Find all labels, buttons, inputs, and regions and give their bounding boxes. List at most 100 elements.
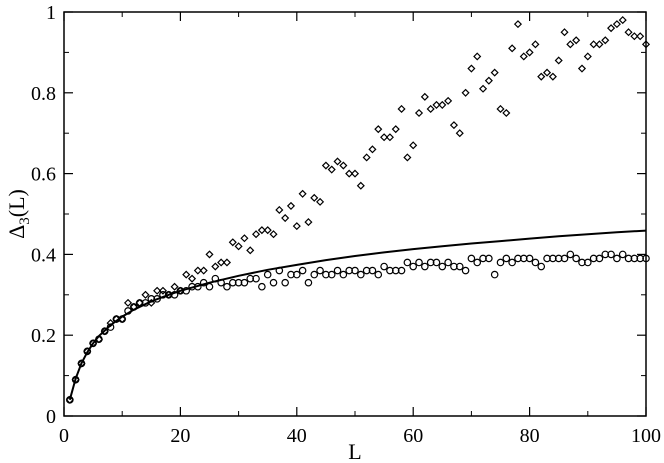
diamond-point: [199, 266, 208, 275]
circle-point: [508, 258, 516, 267]
x-tick-label: 20: [170, 425, 190, 447]
circle-point: [205, 282, 214, 291]
labels-layer: 0 20 40 60 80 100 0 0.2 0.4 0.6 0.8 1: [31, 2, 661, 447]
circle-point: [415, 258, 423, 267]
diamond-point: [531, 40, 540, 49]
diamond-point: [269, 230, 278, 239]
diamond-point: [240, 234, 249, 243]
circle-point: [438, 262, 447, 271]
diamond-point: [222, 258, 232, 267]
diamond-point: [449, 121, 458, 130]
diamond-point: [502, 108, 511, 118]
circle-point: [537, 262, 546, 271]
diamond-point: [577, 64, 587, 73]
circle-point: [240, 278, 249, 287]
circle-point: [304, 278, 313, 287]
diamond-point: [380, 133, 389, 142]
circle-point: [485, 254, 493, 263]
diamond-point: [444, 96, 453, 105]
circle-point: [368, 266, 377, 275]
diamond-point: [583, 52, 592, 61]
circle-point: [403, 258, 412, 267]
x-tick-label: 100: [631, 425, 661, 447]
circle-point: [351, 266, 359, 275]
circle-point: [473, 258, 482, 267]
diamond-point: [333, 157, 342, 166]
diamond-point: [316, 197, 325, 206]
diamond-point: [490, 68, 499, 77]
diamond-point: [257, 226, 266, 235]
diamond-point: [612, 20, 621, 29]
circle-point: [572, 254, 580, 263]
diamond-point: [473, 52, 482, 61]
diamond-point: [187, 274, 197, 283]
diamond-point: [601, 36, 610, 45]
circle-point: [595, 254, 604, 263]
y-tick-label: 0.8: [31, 83, 56, 105]
circle-point: [357, 270, 365, 279]
diamond-point: [624, 28, 633, 37]
circle-point: [263, 270, 272, 279]
diamond-point: [327, 165, 336, 174]
diamond-point: [339, 161, 348, 170]
diamond-point: [385, 133, 394, 142]
diamond-point: [170, 282, 179, 291]
diamond-point: [310, 193, 319, 202]
diamond-point: [374, 125, 383, 134]
diamond-point: [420, 92, 429, 101]
circle-point: [583, 258, 592, 267]
diamond-point: [158, 286, 167, 295]
circle-point: [421, 262, 429, 271]
diamond-point: [304, 218, 313, 227]
diamond-point: [595, 40, 604, 49]
diamond-point: [467, 64, 476, 73]
diamond-point: [589, 40, 598, 49]
circle-point: [298, 266, 307, 275]
diamond-point: [566, 40, 575, 49]
diamond-point: [409, 141, 418, 150]
diamond-point: [356, 181, 365, 190]
diamond-point: [292, 222, 301, 231]
circle-point: [281, 278, 289, 287]
circle-point: [432, 258, 441, 267]
diamond-point: [513, 20, 523, 29]
x-tick-label: 40: [287, 425, 307, 447]
diamond-point: [543, 68, 552, 77]
circle-point: [444, 258, 452, 267]
circle-point: [455, 262, 464, 271]
x-axis-title: L: [348, 439, 361, 463]
diamond-point: [281, 213, 290, 223]
circle-point: [490, 270, 499, 279]
diamond-point: [554, 56, 563, 65]
y-tick-label: 0: [46, 406, 56, 428]
circle-point: [83, 347, 92, 356]
circle-point: [607, 250, 615, 259]
diamond-point: [193, 266, 202, 275]
marks-layer: [65, 16, 651, 404]
diamond-point: [461, 88, 470, 97]
circle-point: [531, 258, 540, 267]
diamond-point: [228, 238, 237, 247]
circle-point: [560, 254, 569, 263]
diamond-point: [560, 28, 569, 37]
circle-point: [269, 278, 278, 287]
diamond-point: [508, 44, 517, 53]
diamond-point: [123, 298, 133, 307]
diamond-point: [217, 258, 226, 267]
circle-point: [566, 250, 575, 259]
circle-point: [397, 266, 406, 275]
diamond-point: [636, 32, 645, 41]
circle-point: [502, 254, 511, 263]
diamond-point: [321, 161, 330, 170]
ticks-layer: [63, 11, 647, 417]
circle-point: [333, 266, 342, 275]
plot-frame: [63, 11, 647, 417]
y-tick-label: 0.2: [31, 325, 56, 347]
diamond-point: [618, 16, 627, 25]
diamond-point: [525, 48, 534, 57]
diamond-point: [478, 84, 488, 93]
diamond-point: [519, 52, 528, 61]
diamond-point: [350, 169, 360, 178]
circle-point: [292, 270, 301, 279]
